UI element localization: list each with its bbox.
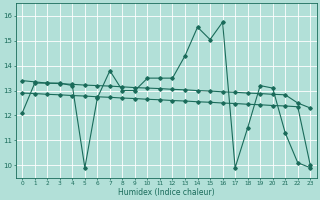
X-axis label: Humidex (Indice chaleur): Humidex (Indice chaleur)	[118, 188, 214, 197]
